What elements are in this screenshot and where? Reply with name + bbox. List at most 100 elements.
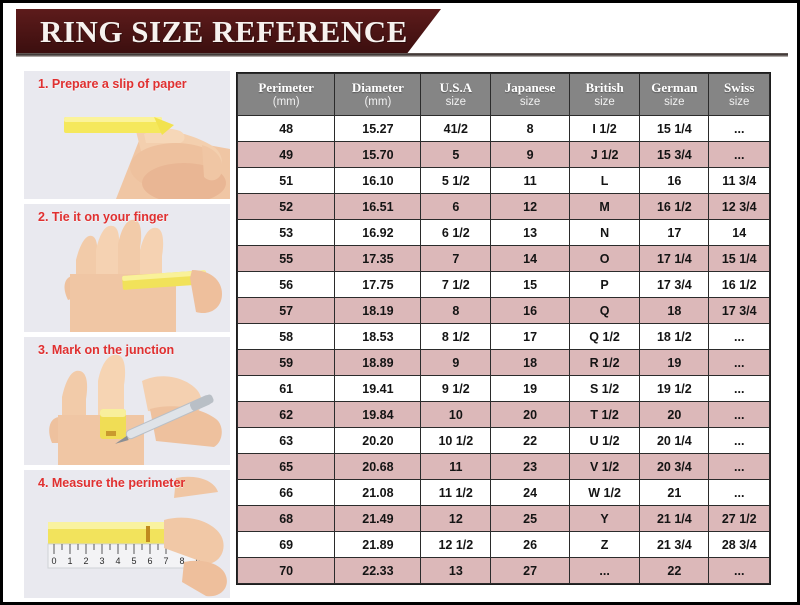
cell-german: 16 — [640, 168, 709, 193]
table-row: 66 21.08 11 1/2 24 W 1/2 21... — [238, 480, 769, 505]
cell-usa: 13 — [421, 558, 491, 583]
table-row: 70 22.33 13 27... 22... — [238, 558, 769, 583]
cell-perimeter: 65 — [238, 454, 335, 479]
table-row: 55 17.35 7 14 O 17 1/4 15 1/4 — [238, 246, 769, 271]
step-4-label: 4. Measure the perimeter — [38, 476, 186, 490]
cell-japanese: 20 — [491, 402, 569, 427]
cell-japanese: 15 — [491, 272, 569, 297]
table-row: 52 16.51 6 12 M 16 1/2 12 3/4 — [238, 194, 769, 219]
cell-perimeter: 59 — [238, 350, 335, 375]
svg-text:4: 4 — [115, 556, 120, 566]
cell-british: W 1/2 — [569, 480, 640, 505]
cell-german: 21 — [640, 480, 709, 505]
col-header-usa: U.S.A size — [421, 74, 491, 115]
cell-british: Q 1/2 — [569, 324, 640, 349]
table-row: 51 16.10 5 1/2 11 L 16 11 3/4 — [238, 168, 769, 193]
cell-usa: 10 — [421, 402, 491, 427]
cell-usa: 12 — [421, 506, 491, 531]
cell-british: L — [569, 168, 640, 193]
cell-perimeter: 56 — [238, 272, 335, 297]
table-row: 61 19.41 9 1/2 19 S 1/2 19 1/2... — [238, 376, 769, 401]
step-1-label: 1. Prepare a slip of paper — [38, 77, 187, 91]
cell-perimeter: 51 — [238, 168, 335, 193]
cell-diameter: 17.35 — [335, 246, 421, 271]
cell-japanese: 17 — [491, 324, 569, 349]
cell-swiss: 27 1/2 — [709, 506, 769, 531]
cell-diameter: 22.33 — [335, 558, 421, 583]
cell-diameter: 19.41 — [335, 376, 421, 401]
cell-japanese: 16 — [491, 298, 569, 323]
svg-text:0: 0 — [51, 556, 56, 566]
table-row: 53 16.92 6 1/2 13 N 17 14 — [238, 220, 769, 245]
hand-holding-paper-strip-icon — [24, 71, 230, 199]
table-row: 49 15.70 5 9 J 1/2 15 3/4... — [238, 142, 769, 167]
cell-swiss: 14 — [709, 220, 769, 245]
cell-usa: 6 — [421, 194, 491, 219]
svg-text:5: 5 — [131, 556, 136, 566]
table-row: 57 18.19 8 16 Q 18 17 3/4 — [238, 298, 769, 323]
col-header-japanese-unit: size — [519, 96, 541, 108]
cell-german: 15 1/4 — [640, 116, 709, 141]
cell-japanese: 8 — [491, 116, 569, 141]
svg-text:2: 2 — [83, 556, 88, 566]
cell-swiss: ... — [709, 324, 769, 349]
cell-usa: 6 1/2 — [421, 220, 491, 245]
cell-diameter: 16.51 — [335, 194, 421, 219]
col-header-british-unit: size — [594, 96, 615, 108]
cell-perimeter: 52 — [238, 194, 335, 219]
cell-german: 20 — [640, 402, 709, 427]
cell-japanese: 13 — [491, 220, 569, 245]
step-1-prepare-paper: 1. Prepare a slip of paper — [24, 71, 230, 199]
col-header-perimeter-unit: (mm) — [272, 96, 300, 108]
cell-perimeter: 68 — [238, 506, 335, 531]
cell-german: 20 1/4 — [640, 428, 709, 453]
cell-british: U 1/2 — [569, 428, 640, 453]
title-banner: RING SIZE REFERENCE — [16, 9, 441, 55]
cell-usa: 5 — [421, 142, 491, 167]
cell-perimeter: 66 — [238, 480, 335, 505]
cell-usa: 7 1/2 — [421, 272, 491, 297]
cell-perimeter: 63 — [238, 428, 335, 453]
cell-diameter: 18.19 — [335, 298, 421, 323]
step-2-label: 2. Tie it on your finger — [38, 210, 169, 224]
table-row: 59 18.89 9 18 R 1/2 19... — [238, 350, 769, 375]
cell-british: Y — [569, 506, 640, 531]
col-header-diameter: Diameter (mm) — [335, 74, 421, 115]
cell-british: Z — [569, 532, 640, 557]
col-header-british-name: British — [585, 80, 624, 95]
cell-swiss: 15 1/4 — [709, 246, 769, 271]
cell-usa: 9 1/2 — [421, 376, 491, 401]
cell-usa: 10 1/2 — [421, 428, 491, 453]
cell-german: 17 — [640, 220, 709, 245]
cell-perimeter: 61 — [238, 376, 335, 401]
cell-diameter: 20.20 — [335, 428, 421, 453]
cell-german: 17 3/4 — [640, 272, 709, 297]
cell-diameter: 20.68 — [335, 454, 421, 479]
cell-japanese: 26 — [491, 532, 569, 557]
step-3-mark-junction: 3. Mark on the junction — [24, 337, 230, 465]
cell-swiss: ... — [709, 480, 769, 505]
cell-japanese: 11 — [491, 168, 569, 193]
svg-text:7: 7 — [163, 556, 168, 566]
cell-british: J 1/2 — [569, 142, 640, 167]
cell-perimeter: 58 — [238, 324, 335, 349]
cell-usa: 8 — [421, 298, 491, 323]
cell-british: M — [569, 194, 640, 219]
cell-perimeter: 62 — [238, 402, 335, 427]
cell-perimeter: 53 — [238, 220, 335, 245]
step-4-measure-perimeter: 012 345 678 9 4. Measure the perimeter — [24, 470, 230, 598]
cell-german: 15 3/4 — [640, 142, 709, 167]
cell-diameter: 17.75 — [335, 272, 421, 297]
cell-usa: 7 — [421, 246, 491, 271]
table-row: 48 15.27 41/2 8 I 1/2 15 1/4... — [238, 116, 769, 141]
table-row: 56 17.75 7 1/2 15 P 17 3/4 16 1/2 — [238, 272, 769, 297]
col-header-british: British size — [569, 74, 640, 115]
cell-swiss: ... — [709, 402, 769, 427]
cell-swiss: 12 3/4 — [709, 194, 769, 219]
cell-diameter: 21.08 — [335, 480, 421, 505]
cell-swiss: 11 3/4 — [709, 168, 769, 193]
step-3-label: 3. Mark on the junction — [38, 343, 175, 357]
col-header-german-name: German — [651, 80, 698, 95]
cell-usa: 11 1/2 — [421, 480, 491, 505]
page-title: RING SIZE REFERENCE — [40, 14, 408, 49]
